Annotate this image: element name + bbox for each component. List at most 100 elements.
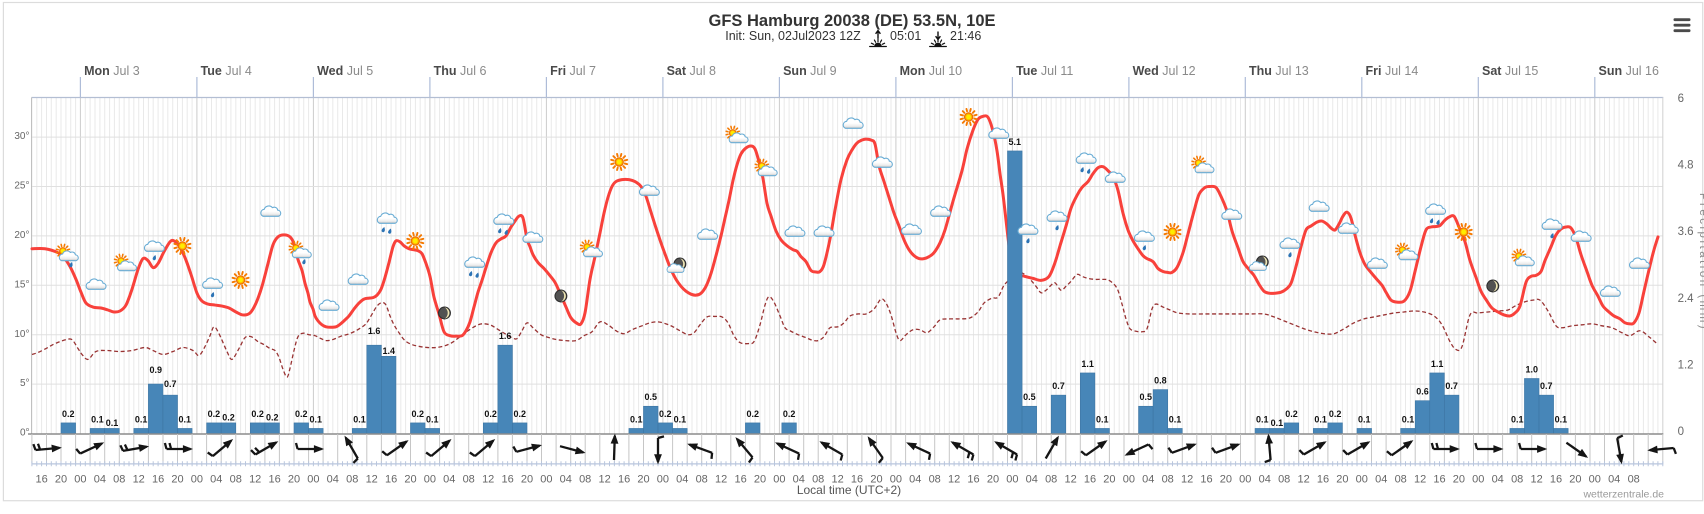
svg-text:0.1: 0.1 bbox=[674, 414, 687, 424]
svg-text:20: 20 bbox=[288, 474, 300, 486]
svg-text:04: 04 bbox=[1375, 474, 1387, 486]
svg-text:04: 04 bbox=[560, 474, 572, 486]
svg-text:20: 20 bbox=[1453, 474, 1465, 486]
svg-text:Wed Jul 5: Wed Jul 5 bbox=[317, 64, 373, 78]
svg-text:04: 04 bbox=[210, 474, 222, 486]
svg-text:1.6: 1.6 bbox=[368, 326, 381, 336]
svg-text:08: 08 bbox=[1162, 474, 1174, 486]
svg-text:Tue Jul 11: Tue Jul 11 bbox=[1016, 64, 1073, 78]
svg-text:00: 00 bbox=[191, 474, 203, 486]
svg-text:20: 20 bbox=[1103, 474, 1115, 486]
svg-text:2.4: 2.4 bbox=[1678, 293, 1695, 305]
svg-text:0.1: 0.1 bbox=[1314, 414, 1327, 424]
svg-text:0.8: 0.8 bbox=[1154, 376, 1167, 386]
svg-text:20: 20 bbox=[637, 474, 649, 486]
svg-text:00: 00 bbox=[1589, 474, 1601, 486]
svg-text:08: 08 bbox=[113, 474, 125, 486]
svg-text:1.1: 1.1 bbox=[1431, 359, 1444, 369]
svg-text:12: 12 bbox=[1064, 474, 1076, 486]
svg-text:0.2: 0.2 bbox=[1329, 409, 1342, 419]
svg-text:0.2: 0.2 bbox=[222, 412, 235, 422]
svg-text:16: 16 bbox=[268, 474, 280, 486]
svg-text:0.7: 0.7 bbox=[164, 379, 177, 389]
svg-text:0.2: 0.2 bbox=[484, 409, 497, 419]
svg-text:20: 20 bbox=[1569, 474, 1581, 486]
svg-text:3.6: 3.6 bbox=[1678, 226, 1694, 238]
svg-text:20: 20 bbox=[1220, 474, 1232, 486]
svg-text:0.2: 0.2 bbox=[208, 409, 221, 419]
svg-text:04: 04 bbox=[1259, 474, 1271, 486]
svg-text:00: 00 bbox=[890, 474, 902, 486]
svg-text:04: 04 bbox=[443, 474, 455, 486]
svg-text:00: 00 bbox=[773, 474, 785, 486]
svg-text:Init: Sun, 02Jul2023 12Z: Init: Sun, 02Jul2023 12Z bbox=[725, 29, 861, 43]
svg-text:21:46: 21:46 bbox=[950, 29, 981, 43]
svg-text:0.1: 0.1 bbox=[179, 414, 192, 424]
svg-text:12: 12 bbox=[598, 474, 610, 486]
svg-text:6: 6 bbox=[1678, 93, 1684, 105]
svg-text:Local time (UTC+2): Local time (UTC+2) bbox=[797, 483, 901, 497]
svg-text:1.0: 1.0 bbox=[1525, 365, 1538, 375]
svg-text:08: 08 bbox=[1278, 474, 1290, 486]
svg-text:0.1: 0.1 bbox=[426, 414, 439, 424]
svg-text:20: 20 bbox=[870, 474, 882, 486]
svg-text:08: 08 bbox=[1395, 474, 1407, 486]
svg-text:0.1: 0.1 bbox=[1256, 414, 1269, 424]
svg-text:04: 04 bbox=[1492, 474, 1504, 486]
svg-text:16: 16 bbox=[618, 474, 630, 486]
svg-text:5°: 5° bbox=[20, 378, 30, 389]
svg-text:0.1: 0.1 bbox=[1402, 414, 1415, 424]
svg-text:wetterzentrale.de: wetterzentrale.de bbox=[1582, 489, 1664, 501]
svg-text:Sun Jul 9: Sun Jul 9 bbox=[783, 64, 837, 78]
svg-text:12: 12 bbox=[1530, 474, 1542, 486]
svg-text:0.5: 0.5 bbox=[1023, 392, 1036, 402]
svg-text:Sat Jul 15: Sat Jul 15 bbox=[1482, 64, 1538, 78]
svg-text:00: 00 bbox=[1472, 474, 1484, 486]
svg-text:0.2: 0.2 bbox=[659, 409, 672, 419]
svg-text:16: 16 bbox=[501, 474, 513, 486]
svg-text:12: 12 bbox=[133, 474, 145, 486]
svg-text:0.1: 0.1 bbox=[353, 414, 366, 424]
svg-text:0.1: 0.1 bbox=[630, 414, 643, 424]
svg-text:12: 12 bbox=[482, 474, 494, 486]
svg-text:16: 16 bbox=[1433, 474, 1445, 486]
svg-text:00: 00 bbox=[307, 474, 319, 486]
svg-text:0.2: 0.2 bbox=[295, 409, 308, 419]
svg-text:0.5: 0.5 bbox=[1140, 392, 1153, 402]
svg-text:1.1: 1.1 bbox=[1081, 359, 1094, 369]
svg-text:Sun Jul 16: Sun Jul 16 bbox=[1599, 64, 1659, 78]
svg-text:00: 00 bbox=[1006, 474, 1018, 486]
svg-text:0.2: 0.2 bbox=[1285, 409, 1298, 419]
svg-text:12: 12 bbox=[1414, 474, 1426, 486]
svg-text:0.1: 0.1 bbox=[1555, 414, 1568, 424]
svg-text:0.1: 0.1 bbox=[106, 418, 119, 428]
svg-text:0.2: 0.2 bbox=[266, 412, 279, 422]
svg-text:25°: 25° bbox=[14, 181, 29, 192]
svg-text:Thu Jul 6: Thu Jul 6 bbox=[434, 64, 487, 78]
svg-text:16: 16 bbox=[35, 474, 47, 486]
svg-text:0.9: 0.9 bbox=[149, 365, 162, 375]
svg-text:0.1: 0.1 bbox=[1358, 414, 1371, 424]
svg-text:16: 16 bbox=[1084, 474, 1096, 486]
svg-text:05:01: 05:01 bbox=[890, 29, 921, 43]
svg-text:0.1: 0.1 bbox=[1169, 414, 1182, 424]
svg-text:04: 04 bbox=[909, 474, 921, 486]
svg-text:5.1: 5.1 bbox=[1009, 137, 1022, 147]
svg-text:20: 20 bbox=[404, 474, 416, 486]
svg-text:00: 00 bbox=[1123, 474, 1135, 486]
svg-text:00: 00 bbox=[540, 474, 552, 486]
svg-text:08: 08 bbox=[579, 474, 591, 486]
svg-text:0.2: 0.2 bbox=[62, 409, 75, 419]
svg-text:0.1: 0.1 bbox=[135, 414, 148, 424]
svg-text:08: 08 bbox=[1045, 474, 1057, 486]
svg-text:20: 20 bbox=[1336, 474, 1348, 486]
svg-text:08: 08 bbox=[929, 474, 941, 486]
svg-text:0.7: 0.7 bbox=[1052, 381, 1065, 391]
svg-text:12: 12 bbox=[1297, 474, 1309, 486]
svg-text:0.2: 0.2 bbox=[783, 409, 796, 419]
svg-text:0°: 0° bbox=[20, 428, 30, 439]
svg-text:12: 12 bbox=[948, 474, 960, 486]
svg-text:04: 04 bbox=[793, 474, 805, 486]
svg-text:4.8: 4.8 bbox=[1678, 160, 1694, 172]
svg-text:12: 12 bbox=[366, 474, 378, 486]
